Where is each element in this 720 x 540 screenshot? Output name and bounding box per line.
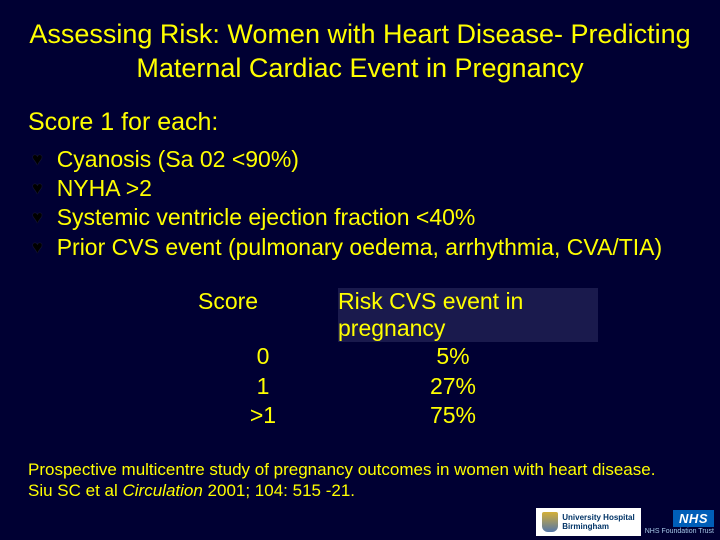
scoring-subhead: Score 1 for each: xyxy=(28,108,692,137)
list-item: ♥ NYHA >2 xyxy=(32,174,692,203)
heart-icon: ♥ xyxy=(32,206,43,229)
cell-score: 0 xyxy=(188,342,338,371)
uhb-line1: University Hospital xyxy=(562,513,634,522)
cell-risk: 5% xyxy=(338,342,598,371)
crest-icon xyxy=(542,512,558,532)
citation-journal: Circulation xyxy=(123,481,208,500)
citation: Prospective multicentre study of pregnan… xyxy=(28,459,692,502)
risk-table: Score Risk CVS event in pregnancy 0 5% 1… xyxy=(188,288,692,430)
citation-author: Siu SC et al xyxy=(28,481,123,500)
table-row: 1 27% xyxy=(188,372,692,401)
footer-logos: University Hospital Birmingham NHS NHS F… xyxy=(536,508,714,536)
list-item: ♥ Prior CVS event (pulmonary oedema, arr… xyxy=(32,233,692,262)
citation-reference: Siu SC et al Circulation 2001; 104: 515 … xyxy=(28,480,692,501)
list-item: ♥ Systemic ventricle ejection fraction <… xyxy=(32,203,692,232)
nhs-subtitle: NHS Foundation Trust xyxy=(645,528,714,535)
table-row: >1 75% xyxy=(188,401,692,430)
nhs-box: NHS xyxy=(673,510,714,527)
bullet-text: NYHA >2 xyxy=(57,174,152,203)
heart-icon: ♥ xyxy=(32,148,43,171)
citation-details: 2001; 104: 515 -21. xyxy=(208,481,355,500)
slide: Assessing Risk: Women with Heart Disease… xyxy=(0,0,720,540)
cell-score: 1 xyxy=(188,372,338,401)
cell-score: >1 xyxy=(188,401,338,430)
slide-title: Assessing Risk: Women with Heart Disease… xyxy=(28,18,692,86)
nhs-logo: NHS NHS Foundation Trust xyxy=(645,510,714,535)
citation-title: Prospective multicentre study of pregnan… xyxy=(28,459,692,480)
table-header-row: Score Risk CVS event in pregnancy xyxy=(188,288,692,342)
cell-risk: 27% xyxy=(338,372,598,401)
uhb-line2: Birmingham xyxy=(562,522,634,531)
bullet-text: Prior CVS event (pulmonary oedema, arrhy… xyxy=(57,233,662,262)
heart-icon: ♥ xyxy=(32,177,43,200)
heart-icon: ♥ xyxy=(32,236,43,259)
cell-risk: 75% xyxy=(338,401,598,430)
list-item: ♥ Cyanosis (Sa 02 <90%) xyxy=(32,145,692,174)
table-row: 0 5% xyxy=(188,342,692,371)
bullet-text: Cyanosis (Sa 02 <90%) xyxy=(57,145,299,174)
uhb-text: University Hospital Birmingham xyxy=(562,513,634,531)
col-header-risk: Risk CVS event in pregnancy xyxy=(338,288,598,342)
bullet-text: Systemic ventricle ejection fraction <40… xyxy=(57,203,476,232)
risk-factor-list: ♥ Cyanosis (Sa 02 <90%) ♥ NYHA >2 ♥ Syst… xyxy=(32,145,692,263)
col-header-score: Score xyxy=(188,288,338,342)
uhb-logo: University Hospital Birmingham xyxy=(536,508,640,536)
